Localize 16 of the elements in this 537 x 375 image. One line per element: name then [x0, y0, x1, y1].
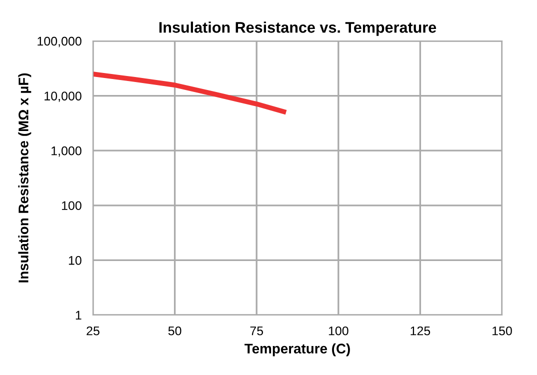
line-series [93, 72, 288, 115]
x-tick-label: 150 [492, 326, 512, 336]
x-axis-title: Temperature (C) [244, 343, 350, 356]
x-tick-label: 75 [250, 326, 264, 336]
y-axis-title: Insulation Resistance (MΩ x µF) [18, 73, 32, 282]
x-tick-label: 100 [328, 326, 348, 336]
y-tick-label: 1 [76, 310, 82, 320]
y-tick-label: 1,000 [52, 146, 82, 157]
y-tick-label: 10 [68, 256, 82, 265]
x-tick-label: 125 [410, 326, 430, 336]
x-tick-label: 25 [86, 326, 100, 336]
chart-title: Insulation Resistance vs. Temperature [159, 22, 436, 36]
y-tick-label: 10,000 [44, 92, 82, 102]
x-tick-label: 50 [168, 326, 182, 336]
y-tick-label: 100,000 [38, 36, 82, 48]
y-tick-label: 100 [62, 201, 82, 210]
